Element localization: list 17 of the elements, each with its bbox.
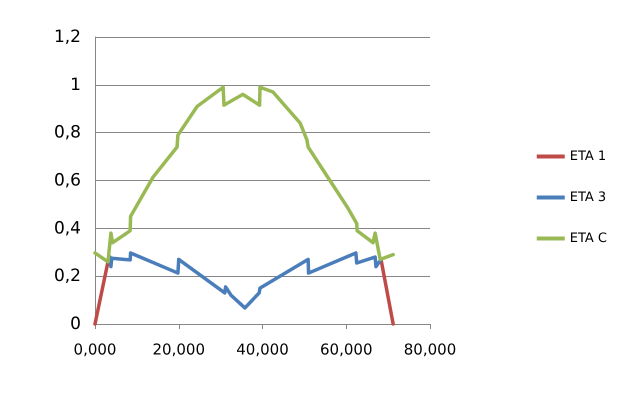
y-tick-label: 0,8 — [54, 122, 81, 143]
x-tick-label: 60,000 — [320, 340, 372, 358]
x-tick-label: 0,000 — [74, 340, 116, 358]
line-series — [93, 85, 395, 264]
legend-label: ETA 3 — [570, 190, 606, 205]
y-tick-label: 0 — [70, 314, 81, 334]
legend-label: ETA C — [570, 231, 607, 246]
x-tick-label: 20,000 — [152, 340, 205, 358]
y-tick-label: 0,4 — [54, 218, 81, 238]
legend-label: ETA 1 — [570, 149, 606, 164]
y-tick-label: 0,6 — [54, 170, 81, 190]
y-tick-label: 0,2 — [54, 266, 81, 286]
line-series — [106, 251, 383, 310]
x-tick-label: 40,000 — [236, 340, 289, 358]
y-tick-label: 1 — [70, 74, 81, 95]
x-tick-label: 80,000 — [404, 340, 456, 358]
y-tick-label: 1,2 — [54, 27, 81, 47]
